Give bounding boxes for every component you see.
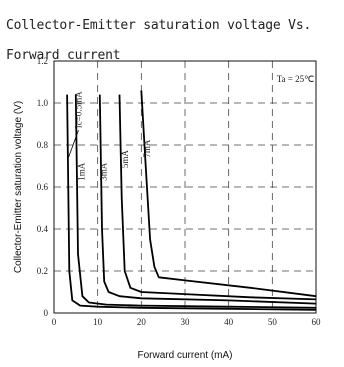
- plot-frame: [53, 60, 317, 314]
- series-label-2: 1mA: [77, 162, 87, 181]
- x-tick-label: 40: [224, 317, 234, 327]
- y-tick-label: 1.2: [37, 56, 48, 66]
- x-tick-label: 60: [312, 317, 322, 327]
- series-line-3: [98, 94, 317, 305]
- y-tick-label: 0.6: [37, 182, 49, 192]
- y-tick-label: 0.4: [37, 224, 49, 234]
- series-line-5: [140, 90, 317, 298]
- series-line-1: [66, 94, 317, 311]
- chart-title-line-1: Collector-Emitter saturation voltage Vs.: [6, 18, 312, 33]
- x-tick-label: 20: [137, 317, 147, 327]
- temperature-annotation: Ta = 25℃: [277, 74, 315, 84]
- series-labels: Ic=0.5mA 1mA 3mA 5mA 7mA: [68, 91, 152, 181]
- series-lines: [66, 90, 317, 311]
- grid-lines: [54, 61, 316, 313]
- y-tick-label: 0.2: [37, 266, 48, 276]
- series-label-3: 3mA: [98, 162, 108, 181]
- series-line-4: [118, 94, 317, 301]
- chart-title-line-2: Forward current: [6, 48, 121, 63]
- y-tick-label: 1.0: [37, 98, 49, 108]
- x-tick-label: 30: [181, 317, 191, 327]
- x-tick-label: 50: [268, 317, 278, 327]
- series-label-1: Ic=0.5mA: [74, 91, 84, 128]
- x-tick-label: 10: [93, 317, 103, 327]
- y-tick-label: 0: [44, 308, 49, 318]
- x-axis-label: Forward current (mA): [137, 350, 232, 361]
- series-label-4: 5mA: [120, 150, 130, 169]
- y-axis-label: Collector-Emitter saturation voltage (V): [13, 101, 24, 273]
- y-tick-label: 0.8: [37, 140, 49, 150]
- series-line-2: [74, 94, 317, 309]
- tick-labels: 0 10 20 30 40 50 60 0 0.2 0.4 0.6 0.8 1.0 1.2: [37, 56, 321, 327]
- series-label-leader: [68, 130, 79, 158]
- chart-title: Collector-Emitter saturation voltage Vs.…: [6, 3, 342, 78]
- x-tick-label: 0: [52, 317, 57, 327]
- series-label-5: 7mA: [142, 139, 152, 158]
